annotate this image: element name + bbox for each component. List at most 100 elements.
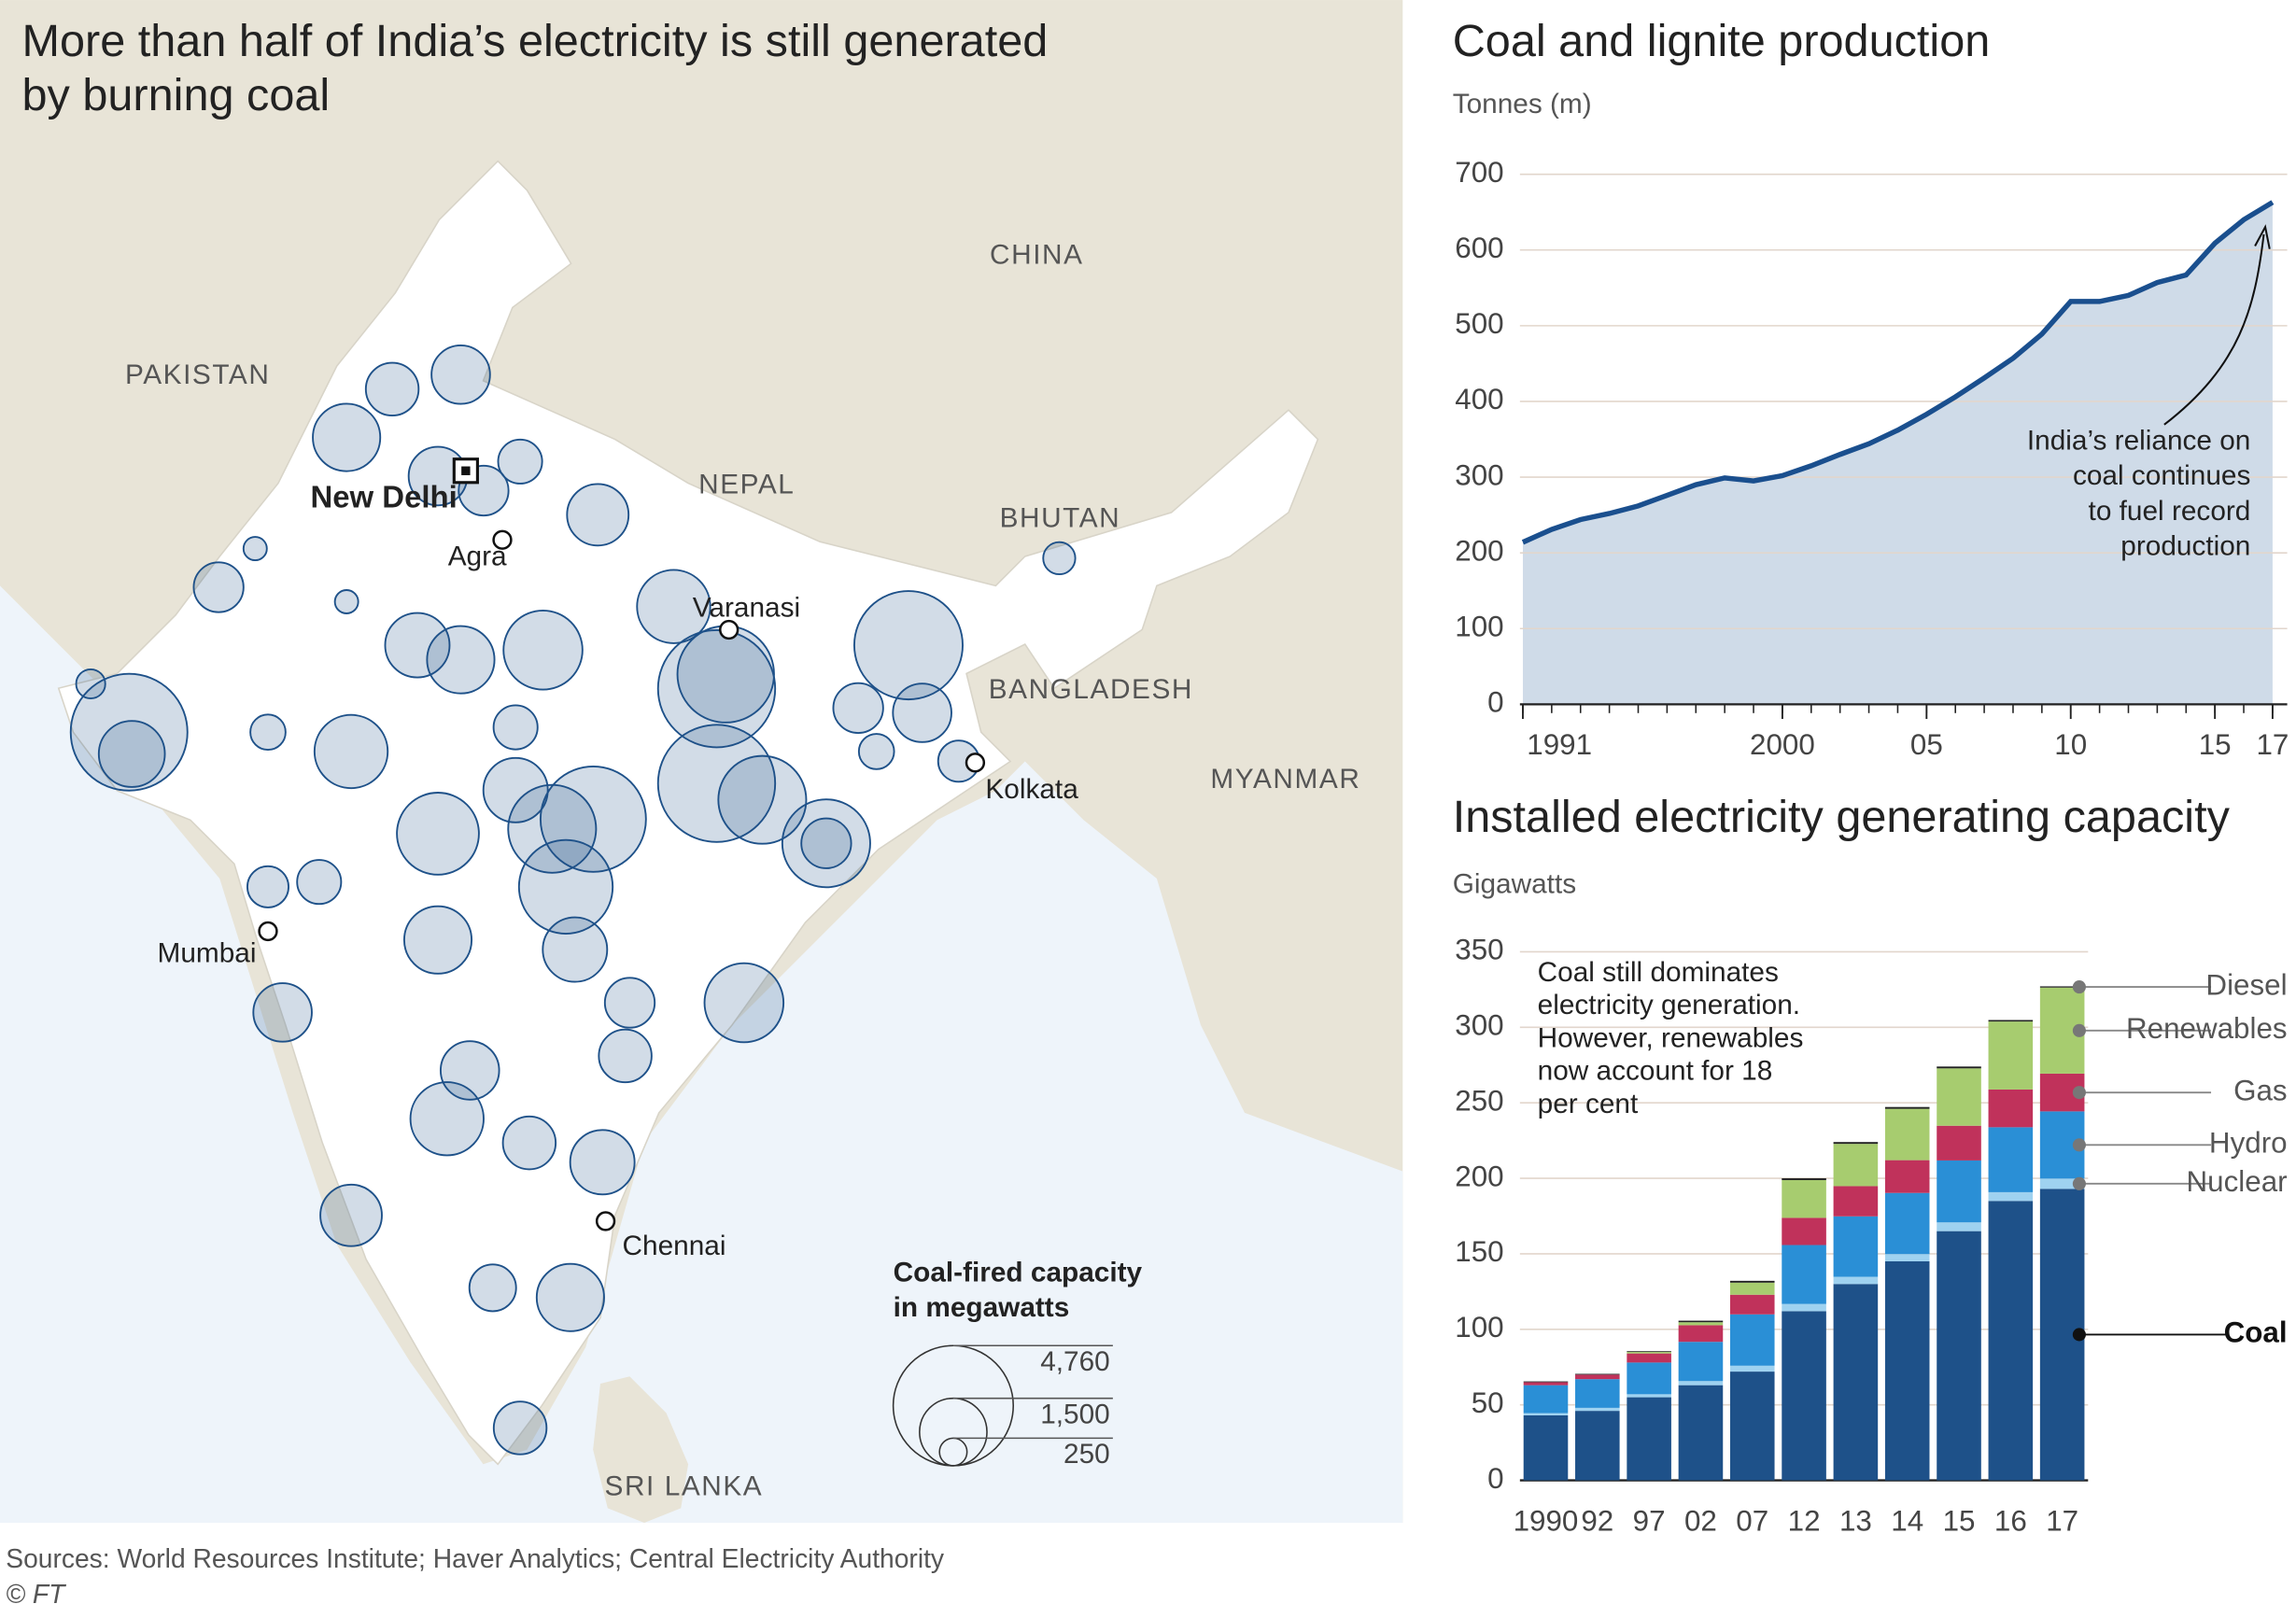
- city-label: Mumbai: [158, 937, 257, 968]
- plant-bubble: [703, 962, 785, 1044]
- bar-segment: [1729, 1372, 1775, 1481]
- plant-bubble: [313, 713, 389, 790]
- bar-segment: [1937, 1160, 1981, 1223]
- plant-bubble: [333, 589, 359, 614]
- plant-bubble: [312, 402, 382, 472]
- bar-segment: [1575, 1411, 1620, 1481]
- country-label: NEPAL: [698, 470, 795, 500]
- bar-segment: [1937, 1222, 1981, 1231]
- x-tick-label: 07: [1736, 1504, 1768, 1537]
- y-tick-label: 200: [1455, 534, 1503, 567]
- plant-bubble: [566, 483, 630, 547]
- bar-segment: [1575, 1379, 1620, 1408]
- legend-label: Gas: [2233, 1074, 2288, 1106]
- plant-bubble: [439, 1040, 500, 1101]
- plant-bubble: [192, 561, 245, 613]
- annotation: per cent: [1538, 1089, 1639, 1119]
- bar-segment: [1627, 1353, 1671, 1363]
- city-marker: [595, 1211, 616, 1231]
- city-marker: [492, 529, 513, 550]
- plant-bubble: [482, 756, 549, 823]
- y-tick-label: 300: [1455, 1009, 1503, 1042]
- x-tick-label: 92: [1581, 1504, 1613, 1537]
- x-tick-label: 15: [1943, 1504, 1976, 1537]
- country-label: SRI LANKA: [605, 1470, 764, 1501]
- bar-segment: [1729, 1280, 1775, 1283]
- bar-segment: [1937, 1125, 1981, 1161]
- bar-segment: [1678, 1322, 1724, 1326]
- plant-bubble: [468, 1263, 517, 1313]
- size-legend-label: 250: [1063, 1439, 1110, 1470]
- bar-segment: [1678, 1325, 1724, 1343]
- plant-bubble: [852, 590, 964, 701]
- bar-segment: [1833, 1276, 1879, 1285]
- capital-dot: [461, 466, 471, 475]
- chart-title: Coal and lignite production: [1453, 16, 1991, 66]
- bar-segment: [1782, 1179, 1826, 1218]
- bar-segment: [1833, 1186, 1879, 1217]
- bar-segment: [2039, 1178, 2085, 1189]
- chart-title: Installed electricity generating capacit…: [1453, 792, 2231, 842]
- plant-bubble: [857, 733, 895, 770]
- bar-segment: [1729, 1365, 1775, 1372]
- country-label: MYANMAR: [1210, 764, 1360, 795]
- annotation: coal continues: [2073, 460, 2250, 491]
- y-tick-label: 350: [1455, 934, 1503, 966]
- bar-segment: [1782, 1303, 1826, 1312]
- plant-bubble: [598, 1028, 653, 1084]
- plant-bubble: [426, 625, 496, 695]
- x-tick-label: 13: [1839, 1504, 1872, 1537]
- bar-segment: [1884, 1192, 1930, 1255]
- plant-bubble: [800, 817, 852, 869]
- annotation-arrow: [2163, 233, 2265, 426]
- x-tick-label: 02: [1684, 1504, 1717, 1537]
- bar-segment: [1937, 1231, 1981, 1481]
- bar-segment: [1782, 1178, 1826, 1180]
- x-tick-label: 1991: [1527, 728, 1592, 761]
- bar-segment: [1575, 1407, 1620, 1412]
- annotation: Coal still dominates: [1538, 957, 1779, 988]
- sri-lanka: [593, 1376, 689, 1524]
- x-tick-label: 1990: [1514, 1504, 1579, 1537]
- plant-bubble: [535, 1262, 605, 1332]
- plant-bubble: [396, 792, 480, 876]
- bar-segment: [1833, 1142, 1879, 1145]
- country-label: BHUTAN: [1000, 503, 1121, 534]
- bar-segment: [1937, 1066, 1981, 1069]
- bar-segment: [1988, 1191, 2034, 1202]
- plant-bubble: [781, 798, 871, 889]
- bar-segment: [1782, 1217, 1826, 1245]
- map-title: by burning coal: [22, 70, 331, 120]
- bar-segment: [1523, 1385, 1569, 1414]
- plant-bubble: [676, 625, 775, 724]
- bar-segment: [1988, 1020, 2034, 1022]
- y-tick-label: 250: [1455, 1084, 1503, 1117]
- bar-segment: [1678, 1381, 1724, 1386]
- plant-bubble: [501, 1115, 557, 1171]
- city-marker: [719, 619, 740, 640]
- size-legend-title: Coal-fired capacity: [894, 1257, 1143, 1287]
- y-tick-label: 400: [1455, 383, 1503, 415]
- bar-segment: [1833, 1144, 1879, 1187]
- plant-bubble: [636, 569, 711, 644]
- sources: Sources: World Resources Institute; Have…: [6, 1543, 945, 1573]
- x-tick-label: 97: [1633, 1504, 1666, 1537]
- annotation: electricity generation.: [1538, 990, 1800, 1020]
- plant-bubble: [409, 1081, 485, 1157]
- axis-unit: Gigawatts: [1453, 869, 1576, 900]
- y-tick-label: 50: [1472, 1386, 1504, 1419]
- annotation: However, renewables: [1538, 1022, 1804, 1053]
- bar-segment: [1988, 1127, 2034, 1192]
- x-tick-label: 10: [2054, 728, 2087, 761]
- y-tick-label: 100: [1455, 611, 1503, 643]
- area: [1522, 202, 2273, 705]
- plant-bubble: [492, 704, 539, 751]
- plant-bubble: [517, 838, 614, 935]
- legend-dot: [2072, 980, 2086, 994]
- x-tick-label: 17: [2046, 1504, 2078, 1537]
- size-legend-title: in megawatts: [894, 1292, 1070, 1323]
- country-label: CHINA: [990, 239, 1084, 270]
- x-tick-label: 17: [2256, 728, 2289, 761]
- bar-segment: [1729, 1314, 1775, 1366]
- annotation: India’s reliance on: [2027, 426, 2251, 457]
